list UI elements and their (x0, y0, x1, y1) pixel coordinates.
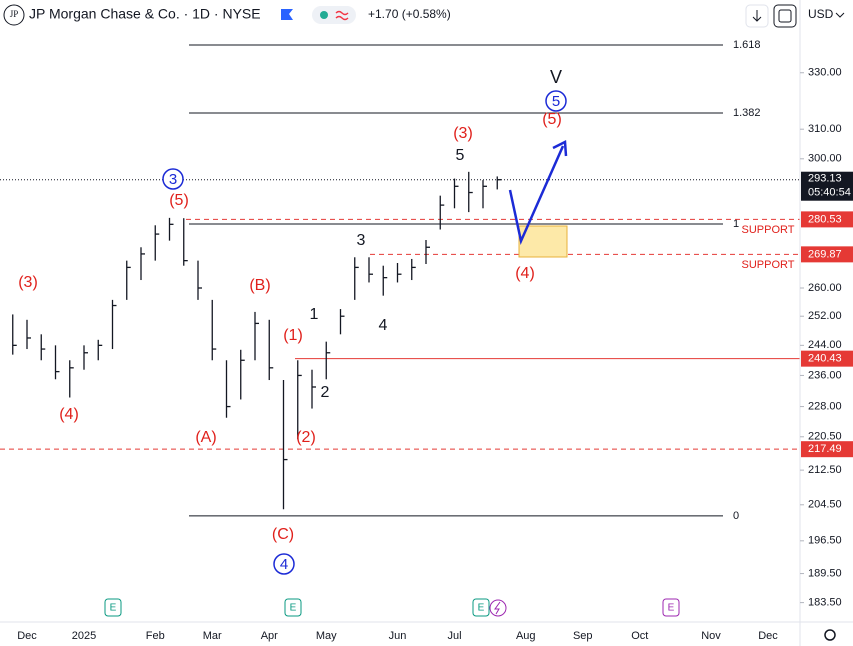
y-tick-label: 244.00 (808, 339, 842, 351)
flag-icon[interactable] (281, 9, 293, 20)
countdown: 05:40:54 (808, 187, 851, 199)
price-label: 240.43 (808, 353, 842, 365)
price-label: 269.87 (808, 248, 842, 260)
toolbar-button[interactable] (773, 4, 797, 28)
down-icon (752, 10, 762, 22)
dividend-icon[interactable] (489, 599, 507, 617)
y-tick-label: 252.00 (808, 310, 842, 322)
wave-label: 5 (456, 147, 465, 164)
wave-label: (5) (542, 111, 562, 128)
last-price-box (801, 171, 853, 201)
support-label: SUPPORT (742, 224, 795, 236)
layout-icon (778, 9, 792, 23)
price-label-box (801, 246, 853, 263)
price-label-box (801, 211, 853, 228)
arrow-head (552, 140, 568, 157)
x-tick-label: May (316, 630, 337, 642)
wave-circle (545, 90, 567, 112)
wave-circle (162, 168, 184, 190)
y-tick-label: 189.50 (808, 567, 842, 579)
price-label: 280.53 (808, 213, 842, 225)
y-tick-label: 228.00 (808, 400, 842, 412)
symbol-title[interactable]: JP Morgan Chase & Co. · 1D · NYSE (29, 6, 261, 22)
wave-label: (5) (169, 192, 189, 209)
target-box (518, 225, 568, 258)
wave-label: 5 (552, 93, 560, 110)
y-tick-label: 212.50 (808, 464, 842, 476)
y-tick-label: 300.00 (808, 153, 842, 165)
bolt (494, 601, 501, 615)
settings-icon[interactable] (824, 629, 836, 641)
wave-label: V (550, 67, 562, 87)
x-tick-label: Dec (758, 630, 778, 642)
price-label-box (801, 441, 853, 458)
event-icon[interactable] (662, 598, 680, 617)
logo-text: JP (10, 9, 19, 19)
event-label: E (110, 603, 117, 614)
last-price-label: 293.13 (808, 173, 842, 185)
x-tick-label: Oct (631, 630, 648, 642)
wave-label: 4 (379, 317, 388, 334)
currency[interactable]: USD (808, 7, 834, 21)
projection-arrow (508, 145, 565, 246)
x-tick-label: Jun (389, 630, 407, 642)
wave-label: (4) (515, 265, 535, 282)
event-icon[interactable] (284, 598, 302, 617)
wave-label: (B) (249, 277, 270, 294)
wave-label: (4) (59, 406, 79, 423)
wave-label: (A) (195, 429, 216, 446)
wave-circle (273, 553, 295, 575)
x-tick-label: Dec (17, 630, 37, 642)
event-label: E (290, 603, 297, 614)
wave-label: (3) (18, 274, 38, 291)
x-tick-label: Aug (516, 630, 536, 642)
x-tick-label: Jul (447, 630, 461, 642)
y-tick-label: 310.00 (808, 123, 842, 135)
wave-label: (C) (272, 526, 294, 543)
x-tick-label: Feb (146, 630, 165, 642)
y-tick-label: 236.00 (808, 369, 842, 381)
wave-label: 1 (310, 306, 319, 323)
y-tick-label: 204.50 (808, 499, 842, 511)
x-tick-label: Nov (701, 630, 721, 642)
wave-label: 3 (169, 171, 177, 188)
price-change: +1.70 (+0.58%) (368, 7, 451, 21)
y-tick-label: 220.50 (808, 431, 842, 443)
y-tick-label: 330.00 (808, 67, 842, 79)
event-label: E (478, 603, 485, 614)
y-tick-label: 196.50 (808, 535, 842, 547)
y-tick-label: 183.50 (808, 597, 842, 609)
fib-label: 0 (733, 510, 739, 522)
wave-label: (1) (283, 327, 303, 344)
price-label-box (801, 350, 853, 367)
wave-label: (2) (296, 429, 316, 446)
wave-label: 4 (280, 556, 288, 573)
fib-label: 1 (733, 218, 739, 230)
logo (3, 4, 25, 26)
wave-label: 2 (321, 384, 330, 401)
y-tick-label: 260.00 (808, 282, 842, 294)
x-tick-label: Sep (573, 630, 593, 642)
x-tick-label: 2025 (72, 630, 96, 642)
status-pill[interactable] (312, 6, 356, 24)
status-dot (320, 11, 328, 19)
x-tick-label: Apr (261, 630, 278, 642)
event-icon[interactable] (472, 598, 490, 617)
currency-caret (835, 12, 845, 18)
price-label: 217.49 (808, 443, 842, 455)
status-icon (335, 10, 349, 21)
event-icon[interactable] (104, 598, 122, 617)
wave-label: 3 (357, 232, 366, 249)
fib-label: 1.618 (733, 39, 761, 51)
wave-label: (3) (453, 125, 473, 142)
event-label: E (668, 603, 675, 614)
fib-label: 1.382 (733, 107, 761, 119)
x-tick-label: Mar (203, 630, 222, 642)
support-label: SUPPORT (742, 259, 795, 271)
